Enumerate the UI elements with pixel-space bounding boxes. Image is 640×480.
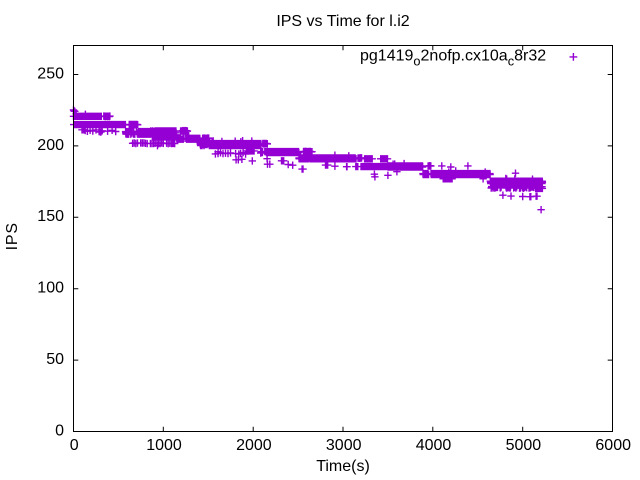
svg-text:1000: 1000: [146, 437, 182, 454]
svg-text:IPS: IPS: [4, 222, 21, 250]
svg-text:100: 100: [37, 280, 64, 297]
svg-text:2000: 2000: [236, 437, 272, 454]
svg-text:6000: 6000: [595, 437, 631, 454]
svg-text:Time(s): Time(s): [316, 458, 370, 475]
svg-text:4000: 4000: [416, 437, 452, 454]
svg-text:200: 200: [37, 137, 64, 154]
svg-text:150: 150: [37, 208, 64, 225]
svg-text:5000: 5000: [506, 437, 542, 454]
svg-text:pg1419o2nofp.cx10ac8r32: pg1419o2nofp.cx10ac8r32: [360, 48, 546, 69]
svg-text:0: 0: [55, 422, 64, 439]
svg-text:50: 50: [46, 351, 64, 368]
svg-text:0: 0: [70, 437, 79, 454]
svg-text:3000: 3000: [326, 437, 362, 454]
svg-text:IPS vs Time for l.i2: IPS vs Time for l.i2: [276, 13, 409, 30]
svg-text:250: 250: [37, 65, 64, 82]
